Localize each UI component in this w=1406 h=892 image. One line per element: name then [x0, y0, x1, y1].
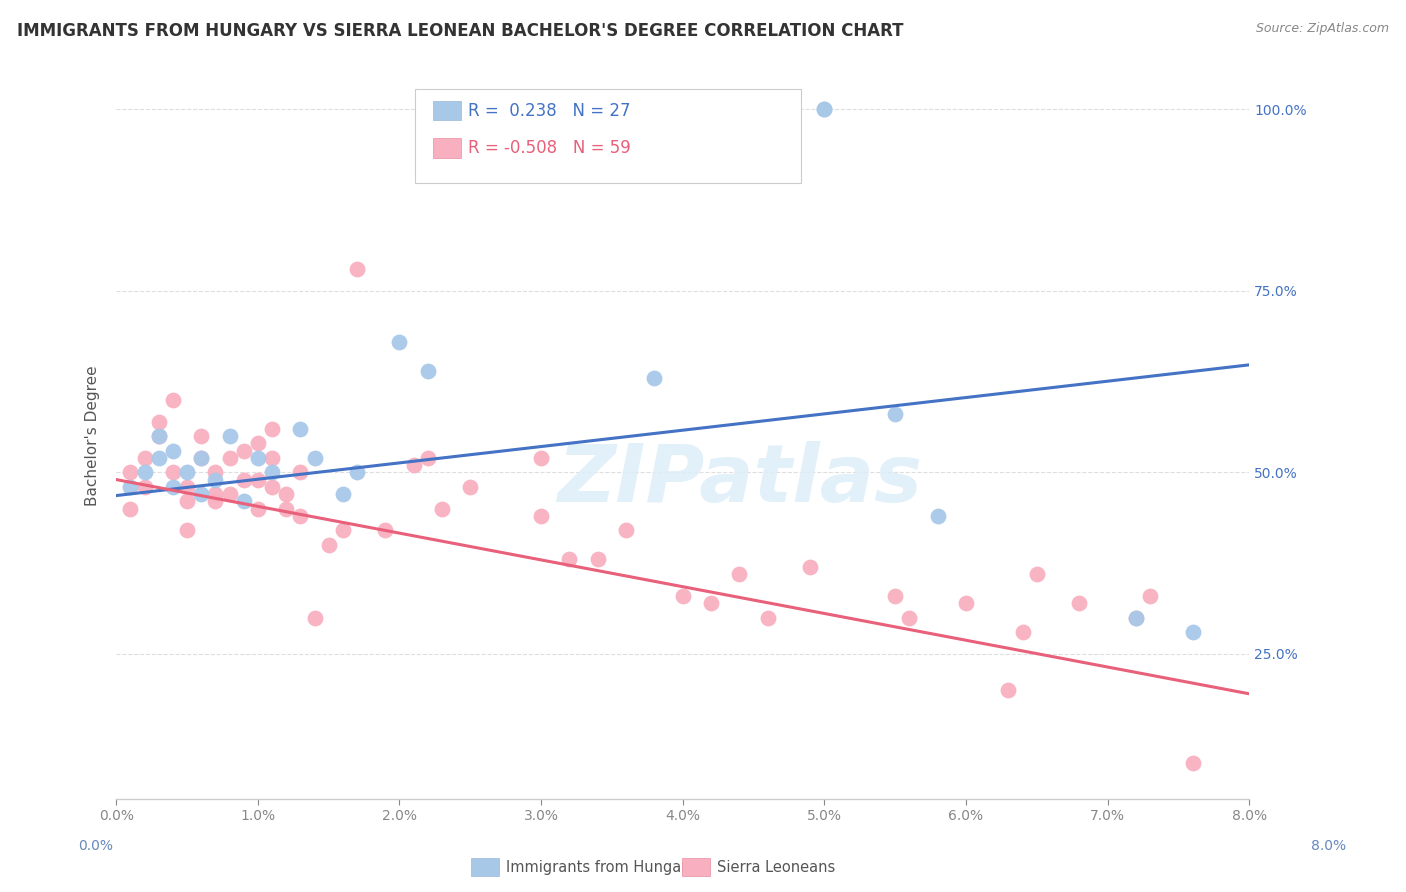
- Point: [530, 508, 553, 523]
- Point: [1139, 589, 1161, 603]
- Point: [672, 589, 695, 603]
- Point: [728, 566, 751, 581]
- Text: Sierra Leoneans: Sierra Leoneans: [717, 860, 835, 874]
- Text: 8.0%: 8.0%: [1312, 838, 1346, 853]
- Point: [458, 480, 481, 494]
- Point: [898, 610, 921, 624]
- Text: Immigrants from Hungary: Immigrants from Hungary: [506, 860, 696, 874]
- Point: [304, 450, 326, 465]
- Point: [318, 538, 340, 552]
- Point: [346, 466, 368, 480]
- Point: [332, 524, 354, 538]
- Point: [416, 364, 439, 378]
- Point: [204, 487, 226, 501]
- Point: [148, 429, 170, 443]
- Point: [402, 458, 425, 472]
- Point: [120, 501, 142, 516]
- Text: ZIPatlas: ZIPatlas: [557, 441, 922, 518]
- Point: [276, 501, 298, 516]
- Point: [586, 552, 609, 566]
- Point: [643, 371, 665, 385]
- Point: [276, 487, 298, 501]
- Point: [884, 407, 907, 421]
- Point: [246, 436, 269, 450]
- Point: [530, 450, 553, 465]
- Point: [120, 466, 142, 480]
- Point: [260, 466, 283, 480]
- Point: [232, 443, 254, 458]
- Point: [927, 508, 949, 523]
- Point: [176, 524, 198, 538]
- Point: [162, 480, 184, 494]
- Point: [190, 429, 212, 443]
- Point: [176, 494, 198, 508]
- Point: [232, 494, 254, 508]
- Point: [290, 422, 312, 436]
- Point: [134, 450, 156, 465]
- Text: 0.0%: 0.0%: [79, 838, 112, 853]
- Point: [1011, 625, 1033, 640]
- Point: [260, 480, 283, 494]
- Point: [190, 450, 212, 465]
- Point: [218, 429, 240, 443]
- Point: [290, 508, 312, 523]
- Point: [1125, 610, 1147, 624]
- Point: [246, 501, 269, 516]
- Point: [232, 473, 254, 487]
- Point: [304, 610, 326, 624]
- Point: [1181, 756, 1204, 770]
- Point: [813, 103, 835, 117]
- Point: [416, 450, 439, 465]
- Point: [246, 450, 269, 465]
- Text: Source: ZipAtlas.com: Source: ZipAtlas.com: [1256, 22, 1389, 36]
- Text: IMMIGRANTS FROM HUNGARY VS SIERRA LEONEAN BACHELOR'S DEGREE CORRELATION CHART: IMMIGRANTS FROM HUNGARY VS SIERRA LEONEA…: [17, 22, 904, 40]
- Point: [134, 480, 156, 494]
- Point: [1025, 566, 1047, 581]
- Point: [332, 487, 354, 501]
- Point: [218, 450, 240, 465]
- Point: [430, 501, 453, 516]
- Point: [162, 443, 184, 458]
- Point: [204, 494, 226, 508]
- Point: [190, 487, 212, 501]
- Point: [346, 262, 368, 277]
- Point: [700, 596, 723, 610]
- Text: R =  0.238   N = 27: R = 0.238 N = 27: [468, 102, 631, 120]
- Point: [813, 103, 835, 117]
- Point: [997, 683, 1019, 698]
- Text: R = -0.508   N = 59: R = -0.508 N = 59: [468, 139, 631, 157]
- Point: [148, 415, 170, 429]
- Point: [558, 552, 581, 566]
- Point: [162, 466, 184, 480]
- Point: [148, 429, 170, 443]
- Point: [955, 596, 977, 610]
- Point: [374, 524, 396, 538]
- Point: [884, 589, 907, 603]
- Point: [148, 450, 170, 465]
- Point: [204, 473, 226, 487]
- Point: [190, 450, 212, 465]
- Point: [246, 473, 269, 487]
- Point: [260, 450, 283, 465]
- Point: [799, 559, 821, 574]
- Point: [1069, 596, 1091, 610]
- Point: [176, 480, 198, 494]
- Point: [260, 422, 283, 436]
- Point: [176, 466, 198, 480]
- Point: [162, 392, 184, 407]
- Point: [120, 480, 142, 494]
- Point: [756, 610, 779, 624]
- Point: [1125, 610, 1147, 624]
- Point: [218, 487, 240, 501]
- Point: [290, 466, 312, 480]
- Point: [614, 524, 637, 538]
- Point: [388, 334, 411, 349]
- Point: [204, 466, 226, 480]
- Point: [134, 466, 156, 480]
- Y-axis label: Bachelor's Degree: Bachelor's Degree: [86, 366, 100, 507]
- Point: [1181, 625, 1204, 640]
